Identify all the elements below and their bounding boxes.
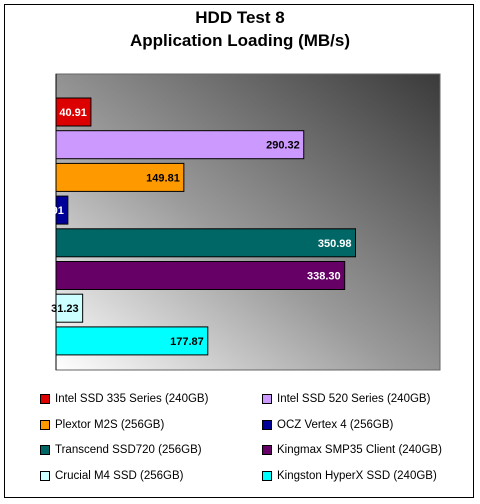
legend-label: Intel SSD 520 Series (240GB) xyxy=(277,393,431,405)
legend-item-6: Kingmax SMP35 Client (240GB) xyxy=(262,444,442,456)
bar-label-7: 31.23 xyxy=(51,303,79,315)
bars-group: 40.91 290.32 149.81 13.91 350.98 338.30 31.23 1… xyxy=(36,97,357,356)
legend-label: Plextor M2S (256GB) xyxy=(55,418,165,431)
bar-label-3: 149.81 xyxy=(146,172,180,184)
legend-item-1: Intel SSD 335 Series (240GB) xyxy=(40,393,208,405)
legend-swatch xyxy=(40,394,50,404)
bar-label-2: 290.32 xyxy=(266,140,300,152)
bar-label-4: 13.91 xyxy=(36,205,64,217)
legend-label: Kingmax SMP35 Client (240GB) xyxy=(277,444,442,456)
bar-8 xyxy=(55,326,209,356)
plot-area xyxy=(55,73,441,371)
bar-label-1: 40.91 xyxy=(59,107,87,119)
legend-swatch xyxy=(262,470,272,481)
legend-item-5: Transcend SSD720 (256GB) xyxy=(40,444,202,456)
legend-label: Intel SSD 335 Series (240GB) xyxy=(55,393,209,405)
legend-label: OCZ Vertex 4 (256GB) xyxy=(277,418,394,431)
bar-label-5: 350.98 xyxy=(318,238,352,250)
bar-5 xyxy=(55,228,357,258)
legend-label: Kingston HyperX SSD (240GB) xyxy=(277,469,437,482)
bar-7 xyxy=(55,293,84,323)
legend-swatch xyxy=(40,445,50,455)
bar-label-8: 177.87 xyxy=(170,336,204,348)
legend-item-3: Plextor M2S (256GB) xyxy=(40,419,164,431)
legend-swatch xyxy=(40,419,50,430)
legend-swatch xyxy=(262,445,272,455)
legend-swatch xyxy=(262,394,272,404)
bar-3 xyxy=(55,162,185,192)
legend-label: Crucial M4 SSD (256GB) xyxy=(55,469,184,482)
legend-swatch xyxy=(40,470,50,481)
bar-2 xyxy=(55,130,305,160)
bar-label-6: 338.30 xyxy=(307,271,341,283)
legend-item-8: Kingston HyperX SSD (240GB) xyxy=(262,470,437,482)
bar-4 xyxy=(55,195,69,225)
bar-1 xyxy=(55,97,92,127)
chart-subtitle: Application Loading (MB/s) xyxy=(129,31,351,50)
bar-6 xyxy=(55,261,346,290)
legend-item-7: Crucial M4 SSD (256GB) xyxy=(40,470,183,482)
chart-title: HDD Test 8 xyxy=(195,8,285,27)
legend-swatch xyxy=(262,419,272,430)
legend-item-4: OCZ Vertex 4 (256GB) xyxy=(262,419,393,431)
legend-label: Transcend SSD720 (256GB) xyxy=(55,444,202,456)
legend-item-2: Intel SSD 520 Series (240GB) xyxy=(262,393,430,405)
